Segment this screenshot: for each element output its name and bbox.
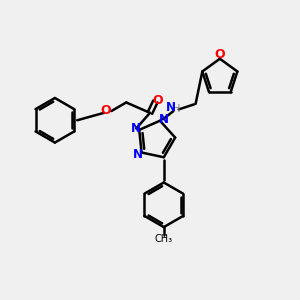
Text: N: N <box>158 113 169 126</box>
Text: O: O <box>100 104 111 117</box>
Text: O: O <box>214 48 225 61</box>
Text: H: H <box>172 104 180 114</box>
Text: CH₃: CH₃ <box>155 234 173 244</box>
Text: N: N <box>130 122 141 135</box>
Text: N: N <box>166 101 176 114</box>
Text: N: N <box>132 148 142 160</box>
Text: O: O <box>152 94 163 107</box>
